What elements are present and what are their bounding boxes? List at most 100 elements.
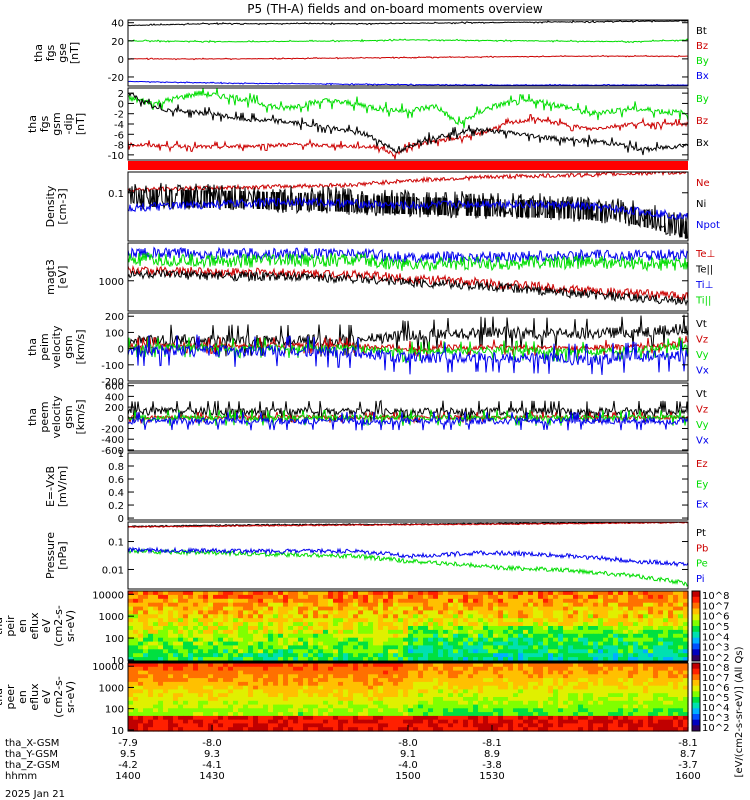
spec-cell [433, 700, 439, 706]
spec-cell [298, 641, 304, 647]
spec-cell [308, 693, 314, 698]
spec-cell [513, 727, 519, 732]
spec-cell [618, 602, 624, 608]
spec-cell [608, 689, 614, 694]
spec-cell [628, 681, 634, 687]
spec-cell [588, 602, 594, 608]
spec-cell [463, 637, 469, 643]
spec-cell [223, 693, 229, 698]
spec-cell [203, 622, 209, 627]
spec-cell [508, 685, 514, 691]
spec-cell [338, 715, 344, 721]
spec-cell [623, 674, 629, 679]
spec-cell [493, 666, 499, 672]
spec-cell [638, 681, 644, 687]
spec-cell [513, 689, 519, 694]
spec-cell [213, 626, 219, 631]
spec-cell [418, 629, 424, 635]
spec-cell [288, 602, 294, 608]
spec-cell [523, 678, 529, 683]
spec-cell [508, 622, 514, 627]
spec-cell [318, 727, 324, 732]
spec-cell [143, 719, 149, 725]
spec-cell [668, 614, 674, 619]
spec-cell [498, 602, 504, 608]
spec-cell [273, 637, 279, 643]
y-tick-label: 0 [118, 345, 124, 356]
legend-Vy: Vy [696, 350, 709, 361]
spec-cell [303, 614, 309, 619]
spec-cell [153, 704, 159, 709]
spec-cell [208, 697, 214, 702]
spec-cell [398, 610, 404, 615]
spec-cell [663, 606, 669, 612]
spec-cell [628, 598, 634, 604]
spec-cell [223, 685, 229, 691]
spec-cell [218, 670, 224, 675]
spec-cell [653, 693, 659, 698]
spec-cell [228, 657, 234, 662]
spec-cell [628, 712, 634, 717]
spec-cell [623, 629, 629, 635]
spec-cell [643, 666, 649, 672]
spec-cell [133, 685, 139, 691]
spec-cell [443, 700, 449, 706]
spec-cell [553, 594, 559, 600]
spec-cell [238, 626, 244, 631]
spec-cell [653, 633, 659, 639]
spec-cell [288, 653, 294, 658]
spec-cell [598, 719, 604, 725]
spec-cell [528, 712, 534, 717]
colorbar-segment [692, 725, 700, 729]
spec-cell [513, 674, 519, 679]
spec-cell [303, 670, 309, 675]
spec-cell [188, 602, 194, 608]
spec-cell [458, 681, 464, 687]
spec-cell [493, 606, 499, 612]
spec-cell [433, 666, 439, 672]
spec-cell [128, 629, 134, 635]
spec-cell [338, 618, 344, 623]
colorbar-tick-label: 10^3 [702, 643, 729, 654]
spec-cell [663, 633, 669, 639]
spec-cell [503, 618, 509, 623]
spec-cell [298, 700, 304, 706]
spec-cell [388, 712, 394, 717]
spec-cell [548, 685, 554, 691]
spec-cell [248, 641, 254, 647]
spec-cell [403, 666, 409, 672]
spec-cell [648, 591, 654, 596]
spec-cell [428, 626, 434, 631]
spec-cell [493, 674, 499, 679]
spec-cell [408, 727, 414, 732]
spec-cell [558, 689, 564, 694]
spec-cell [183, 657, 189, 662]
spec-cell [553, 626, 559, 631]
spec-cell [598, 653, 604, 658]
spec-cell [568, 641, 574, 647]
spec-cell [458, 598, 464, 604]
spec-cell [243, 606, 249, 612]
spec-cell [658, 681, 664, 687]
colorbar-segment [692, 655, 700, 659]
spec-cell [288, 719, 294, 725]
spec-cell [298, 629, 304, 635]
x-axis-value: -8.0 [202, 738, 222, 749]
spec-cell [548, 697, 554, 702]
spec-cell [453, 626, 459, 631]
spec-cell [273, 712, 279, 717]
spec-cell [273, 610, 279, 615]
spec-cell [538, 602, 544, 608]
spec-cell [488, 719, 494, 725]
spec-cell [223, 663, 229, 668]
spec-cell [293, 645, 299, 650]
spec-cell [233, 591, 239, 596]
spec-cell [443, 602, 449, 608]
spec-cell [678, 618, 684, 623]
spec-cell [443, 670, 449, 675]
spec-cell [528, 614, 534, 619]
spec-cell [418, 681, 424, 687]
spec-cell [508, 629, 514, 635]
spec-cell [623, 657, 629, 662]
